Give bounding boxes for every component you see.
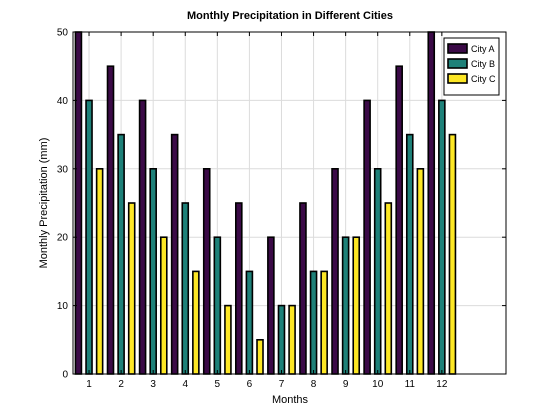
x-tick-label: 4	[182, 379, 188, 390]
legend-label: City B	[471, 59, 495, 69]
x-tick-label: 2	[118, 379, 124, 390]
x-tick-label: 10	[372, 379, 384, 390]
bar-city-c-month-5	[224, 304, 232, 375]
x-tick-label: 9	[343, 379, 349, 390]
bar-city-a-month-6	[235, 202, 243, 375]
y-tick-label: 50	[57, 28, 69, 39]
legend-swatch	[447, 43, 468, 54]
x-tick-label: 12	[436, 379, 448, 390]
bar-city-c-month-9	[352, 236, 361, 375]
bar-city-a-month-5	[202, 168, 211, 375]
bar-city-a-month-3	[138, 99, 147, 375]
x-axis-label: Months	[272, 394, 309, 406]
bar-city-c-month-3	[159, 236, 168, 375]
bar-city-b-month-10	[373, 168, 382, 375]
x-tick-label: 1	[86, 379, 92, 390]
bar-city-c-month-8	[320, 270, 328, 375]
bar-city-c-month-10	[384, 202, 393, 375]
bar-city-a-month-10	[363, 99, 371, 375]
bar-city-c-month-1	[95, 168, 104, 375]
bars-group	[74, 31, 457, 375]
x-tick-label: 11	[405, 379, 416, 390]
y-axis-label: Monthly Precipitation (mm)	[38, 138, 50, 269]
y-tick-label: 10	[57, 301, 69, 312]
bar-city-c-month-6	[256, 338, 264, 375]
bar-city-b-month-2	[117, 133, 125, 375]
legend: City A City B City C	[443, 37, 500, 96]
y-tick-label: 20	[57, 233, 69, 244]
bar-city-c-month-4	[192, 270, 200, 375]
y-tick-label: 0	[62, 370, 68, 381]
bar-city-a-month-8	[299, 202, 307, 375]
bar-city-b-month-1	[85, 99, 93, 375]
x-tick-label: 8	[311, 379, 317, 390]
bar-city-b-month-3	[149, 168, 157, 375]
x-tick-label: 3	[150, 379, 156, 390]
bar-city-c-month-7	[288, 304, 296, 375]
bar-city-a-month-12	[427, 31, 436, 375]
x-axis-ticks: 1 2 3 4 5 6 7 8 9 10 11 12	[86, 32, 448, 390]
bar-city-b-month-9	[341, 236, 350, 375]
bar-city-b-month-4	[181, 202, 190, 375]
bar-city-b-month-6	[245, 270, 254, 375]
x-tick-label: 5	[215, 379, 221, 390]
bar-city-b-month-7	[277, 304, 286, 375]
legend-label: City A	[471, 44, 495, 54]
legend-label: City C	[471, 74, 496, 84]
plot-frame	[72, 31, 507, 375]
x-tick-label: 6	[247, 379, 253, 390]
bar-city-b-month-8	[309, 270, 318, 375]
bar-city-a-month-1	[74, 31, 83, 375]
y-tick-label: 40	[57, 96, 69, 107]
y-axis-ticks: 0 10 20 30 40 50	[57, 28, 506, 381]
x-tick-label: 7	[279, 379, 285, 390]
chart-title: Monthly Precipitation in Different Citie…	[187, 10, 393, 22]
bar-city-c-month-11	[416, 168, 425, 375]
bar-city-a-month-7	[267, 236, 275, 375]
bar-city-b-month-12	[438, 99, 446, 375]
legend-swatch	[447, 73, 468, 84]
bar-city-a-month-9	[331, 168, 339, 375]
bar-city-a-month-4	[170, 133, 179, 375]
bar-city-a-month-11	[395, 65, 403, 375]
bar-city-b-month-5	[213, 236, 222, 375]
bar-city-a-month-2	[106, 65, 115, 375]
y-tick-label: 30	[57, 164, 69, 175]
bar-city-c-month-12	[448, 133, 457, 375]
legend-swatch	[447, 58, 468, 69]
bar-city-c-month-2	[127, 202, 136, 375]
bar-city-b-month-11	[405, 133, 414, 375]
